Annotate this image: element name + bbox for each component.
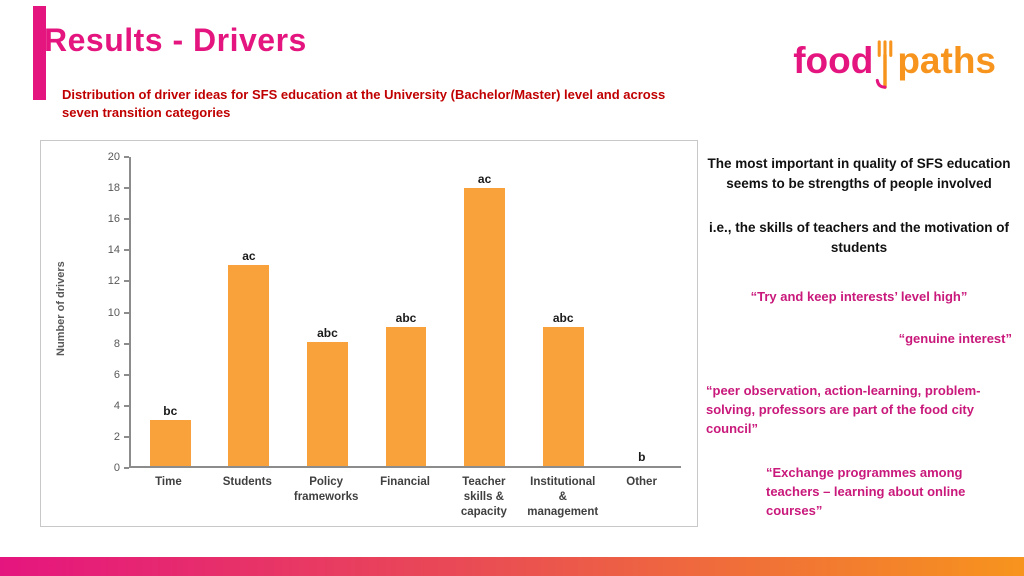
bar-group-1: ac bbox=[210, 157, 289, 466]
plot-wrap: 0 2 4 6 8 10 12 14 16 18 20 bc ac abc abc ac abc b Time S… bbox=[108, 151, 681, 518]
y-tick-16: 16 bbox=[108, 213, 129, 225]
quote-peer-observation: “peer observation, action-learning, prob… bbox=[706, 383, 981, 436]
bar-group-3: abc bbox=[367, 157, 446, 466]
x-category-label: Time bbox=[155, 476, 182, 488]
foodpaths-logo: food paths bbox=[793, 34, 996, 89]
y-tick-18: 18 bbox=[108, 182, 129, 194]
y-tick-12: 12 bbox=[108, 275, 129, 287]
quote-keep-interests: “Try and keep interests’ level high” bbox=[750, 289, 968, 304]
y-axis: 0 2 4 6 8 10 12 14 16 18 20 bbox=[87, 151, 129, 474]
bar-annotation: ac bbox=[242, 249, 256, 264]
bar-group-6: b bbox=[602, 157, 681, 466]
y-axis-title: Number of drivers bbox=[55, 261, 67, 356]
bar bbox=[149, 419, 191, 466]
fork-icon bbox=[876, 40, 893, 89]
y-tick-10: 10 bbox=[108, 307, 129, 319]
logo-text-paths: paths bbox=[897, 39, 996, 81]
x-category-label: Policy frameworks bbox=[293, 476, 359, 503]
y-tick-8: 8 bbox=[114, 338, 129, 350]
page-title: Results - Drivers bbox=[44, 22, 307, 58]
y-tick-0: 0 bbox=[114, 462, 129, 474]
y-tick-6: 6 bbox=[114, 369, 129, 381]
bar-annotation: bc bbox=[163, 403, 178, 418]
x-category-label: Financial bbox=[380, 476, 430, 488]
bar bbox=[228, 265, 270, 466]
quote-genuine-interest: “genuine interest” bbox=[898, 331, 1012, 346]
x-category-label: Teacher skills & capacity bbox=[460, 476, 507, 518]
note-explanation: i.e., the skills of teachers and the mot… bbox=[708, 220, 1010, 255]
x-category-label: Students bbox=[222, 476, 272, 488]
bar-group-0: bc bbox=[131, 157, 210, 466]
notes-column: The most important in quality of SFS edu… bbox=[700, 148, 1018, 548]
bar bbox=[385, 326, 427, 466]
bar bbox=[542, 326, 584, 466]
x-axis: Time Students Policy frameworks Financial Te… bbox=[129, 475, 681, 520]
plot-area: bc ac abc abc ac abc b bbox=[129, 157, 681, 468]
bar-annotation: abc bbox=[395, 310, 417, 325]
y-tick-2: 2 bbox=[114, 431, 129, 443]
quote-exchange-programmes: “Exchange programmes among teachers – le… bbox=[766, 465, 966, 518]
bar-annotation: b bbox=[638, 450, 646, 464]
note-main-finding: The most important in quality of SFS edu… bbox=[707, 156, 1011, 191]
y-tick-14: 14 bbox=[108, 244, 129, 256]
logo-text-food: food bbox=[793, 39, 874, 81]
slide-subtitle: Distribution of driver ideas for SFS edu… bbox=[62, 87, 666, 121]
y-tick-20: 20 bbox=[108, 151, 129, 163]
bar-annotation: abc bbox=[552, 310, 574, 325]
bottom-gradient-bar bbox=[0, 557, 1024, 576]
bar-group-4: ac bbox=[445, 157, 524, 466]
x-category-label: Institutional & management bbox=[527, 476, 599, 518]
x-category-label: Other bbox=[626, 476, 657, 488]
left-accent-bar bbox=[33, 6, 46, 100]
bar-annotation: abc bbox=[317, 326, 338, 341]
bar-chart: Number of drivers 0 2 4 6 8 10 12 14 16 18 20 bc ac… bbox=[40, 140, 698, 527]
bar bbox=[307, 342, 348, 466]
y-tick-4: 4 bbox=[114, 400, 129, 412]
bar-group-5: abc bbox=[524, 157, 603, 466]
bar-group-2: abc bbox=[288, 157, 367, 466]
bar-annotation: ac bbox=[477, 171, 492, 186]
bar bbox=[464, 187, 506, 466]
